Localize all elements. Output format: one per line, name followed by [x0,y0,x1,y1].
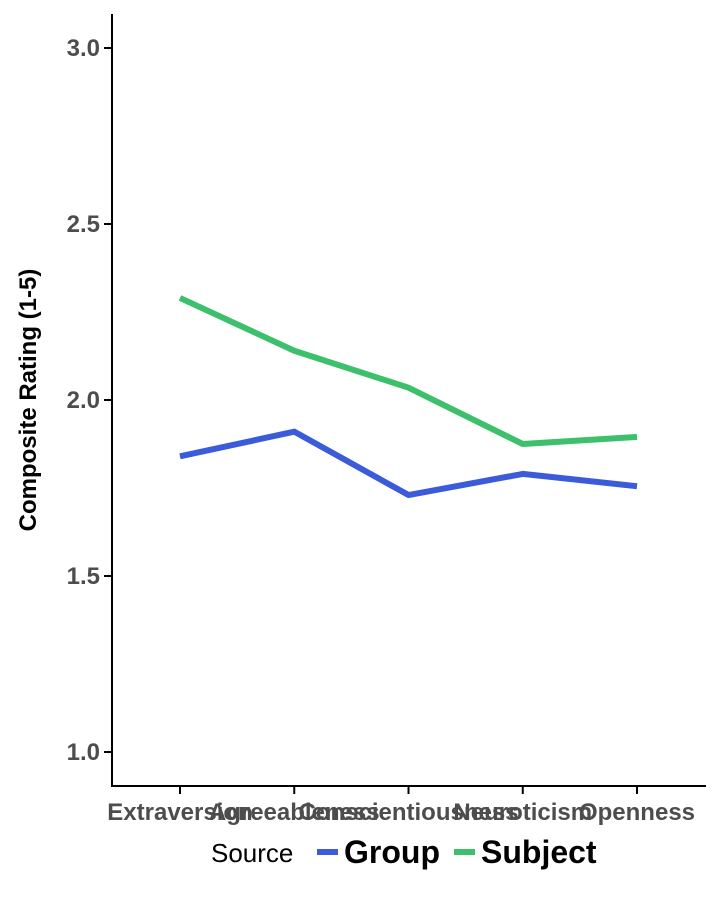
y-axis-title: Composite Rating (1-5) [15,269,42,532]
x-tick-label: Conscientiousness [298,799,518,826]
legend-label-subject: Subject [481,834,597,870]
x-tick-label: Neuroticism [453,799,592,826]
y-tick-label: 1.5 [67,563,100,590]
y-tick-label: 3.0 [67,35,100,62]
y-tick-label: 2.5 [67,211,100,238]
series-line-subject [178,295,638,447]
x-tick-label: Openness [579,799,695,826]
y-tick-label: 2.0 [67,387,100,414]
legend: Source Group Subject [211,834,597,870]
legend-label-group: Group [344,834,440,870]
x-tick-label: Agreeableness [209,799,380,826]
plot-area: 1.0 1.5 2.0 2.5 3.0 ExtraversionAgreeableness… [67,14,706,826]
y-tick-label: 1.0 [67,739,100,766]
legend-title: Source [211,838,293,868]
x-tick-label: Extraversion [107,799,252,826]
